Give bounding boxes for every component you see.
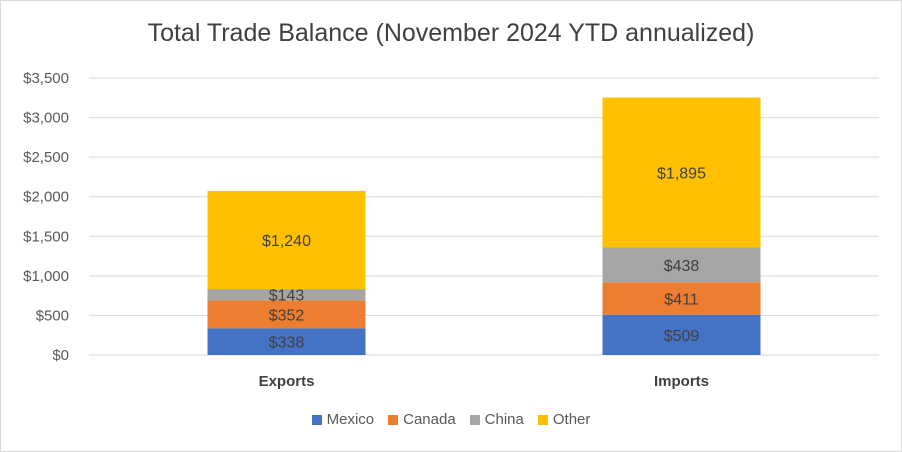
- legend-label: Mexico: [326, 411, 375, 428]
- legend-label: Canada: [403, 411, 456, 428]
- legend-item: Mexico: [311, 411, 375, 428]
- legend-label: China: [484, 411, 524, 428]
- y-tick-label: $500: [36, 307, 69, 324]
- bar-segment-china: [602, 247, 761, 283]
- data-label: $438: [664, 258, 700, 275]
- category-label: Exports: [259, 373, 315, 390]
- legend-item: China: [469, 411, 524, 428]
- y-tick-label: $1,000: [23, 268, 69, 285]
- bar-segment-other: [602, 97, 761, 248]
- data-label: $509: [664, 328, 700, 345]
- legend-swatch: [311, 414, 322, 425]
- bar-segment-mexico: [207, 328, 366, 355]
- y-tick-label: $3,500: [23, 70, 69, 87]
- y-tick-label: $1,500: [23, 228, 69, 245]
- bar-segment-other: [207, 190, 366, 290]
- y-tick-label: $2,000: [23, 189, 69, 206]
- data-label: $338: [269, 335, 305, 352]
- y-tick-label: $3,000: [23, 110, 69, 127]
- legend-label: Other: [552, 411, 591, 428]
- bar-segment-canada: [602, 282, 761, 315]
- legend-item: Other: [537, 411, 591, 428]
- y-tick-label: $2,500: [23, 149, 69, 166]
- y-tick-label: $0: [52, 347, 69, 364]
- bar-segment-canada: [207, 300, 366, 329]
- data-label: $1,240: [262, 233, 311, 250]
- bar-segment-mexico: [602, 314, 761, 355]
- legend-item: Canada: [388, 411, 456, 428]
- data-label: $1,895: [657, 166, 706, 183]
- data-label: $411: [664, 291, 699, 308]
- category-label: Imports: [654, 373, 709, 390]
- data-label: $352: [269, 307, 305, 324]
- bar-segment-china: [207, 289, 366, 301]
- chart-title: Total Trade Balance (November 2024 YTD a…: [147, 19, 755, 47]
- legend-swatch: [469, 414, 480, 425]
- legend-swatch: [537, 414, 548, 425]
- legend: Mexico Canada China Other: [1, 411, 901, 428]
- data-label: $143: [269, 288, 305, 305]
- legend-swatch: [388, 414, 399, 425]
